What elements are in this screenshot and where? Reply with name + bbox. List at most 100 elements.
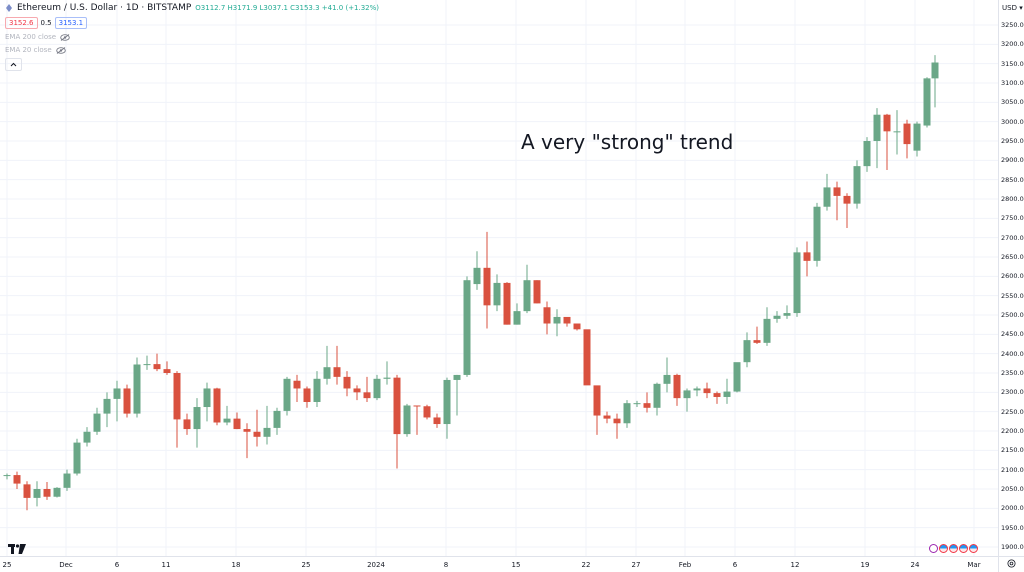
candle <box>233 412 241 430</box>
candle <box>113 380 121 422</box>
candle <box>493 274 501 312</box>
symbol-title[interactable]: Ethereum / U.S. Dollar · 1D · BITSTAMP <box>17 3 192 13</box>
candle <box>873 108 881 169</box>
candle <box>573 323 581 331</box>
candle <box>823 173 831 211</box>
indicator-ema20[interactable]: EMA 20 close <box>5 46 66 54</box>
candle <box>13 471 21 489</box>
currency-selector[interactable]: USD ▾ <box>1002 4 1023 12</box>
high-label: H <box>227 4 233 12</box>
buy-button[interactable]: 3153.1 <box>54 17 88 29</box>
time-tick-label: 19 <box>860 561 870 569</box>
candle <box>73 438 81 476</box>
candle <box>143 355 151 370</box>
candle <box>183 413 191 435</box>
candle <box>373 374 381 401</box>
chart-annotation[interactable]: A very "strong" trend <box>521 130 734 154</box>
price-tick-label: 3050.0 <box>1001 98 1024 107</box>
time-tick-label: 12 <box>790 561 800 569</box>
candle <box>803 241 811 277</box>
tradingview-logo[interactable] <box>8 543 26 557</box>
us-flag-icon[interactable] <box>969 544 978 553</box>
close-value: 3153.3 <box>295 4 320 12</box>
candle <box>413 405 421 435</box>
time-tick-label: 25 <box>2 561 12 569</box>
candle <box>153 353 161 372</box>
time-tick-label: Mar <box>967 561 981 569</box>
price-tick-label: 1950.0 <box>1001 523 1024 532</box>
dividend-icon[interactable] <box>929 544 938 553</box>
candle <box>353 385 361 401</box>
candle <box>723 378 731 404</box>
price-tick-label: 2750.0 <box>1001 214 1024 223</box>
candle <box>3 473 11 480</box>
candle <box>53 487 61 498</box>
candle <box>243 423 251 459</box>
ohlc-values: O3112.7 H3171.9 L3037.1 C3153.3 +41.0 (+… <box>195 4 379 12</box>
candle <box>843 193 851 228</box>
price-tick-label: 2000.0 <box>1001 504 1024 513</box>
indicator-ema200[interactable]: EMA 200 close <box>5 33 70 41</box>
candle <box>523 264 531 314</box>
candle <box>673 373 681 406</box>
gear-icon[interactable] <box>1007 559 1016 568</box>
candle <box>853 160 861 209</box>
eye-hidden-icon[interactable] <box>55 46 66 54</box>
candle <box>593 385 601 435</box>
time-tick-label: 25 <box>301 561 311 569</box>
candle <box>783 305 791 319</box>
candle <box>313 371 321 408</box>
candle <box>273 407 281 435</box>
candle <box>363 376 371 402</box>
candle <box>223 405 231 426</box>
price-tick-label: 2350.0 <box>1001 369 1024 377</box>
candle <box>923 77 931 128</box>
candle <box>533 280 541 304</box>
candle <box>403 403 411 437</box>
close-label: C <box>290 4 296 12</box>
currency-label: USD <box>1002 4 1017 12</box>
price-axis[interactable]: 3250.0 3200.0 3150.0 3100.0 3050.0 3000.0 2950… <box>998 0 1024 572</box>
time-tick-label: 22 <box>581 561 591 569</box>
indicator-label: EMA 20 close <box>5 46 52 54</box>
candle <box>323 345 331 385</box>
time-tick-label: Dec <box>59 561 73 569</box>
price-tick-label: 2200.0 <box>1001 427 1024 435</box>
eye-hidden-icon[interactable] <box>60 33 70 41</box>
candle <box>693 386 701 397</box>
candle <box>213 387 221 426</box>
us-flag-icon[interactable] <box>949 544 958 553</box>
price-tick-label: 3200.0 <box>1001 40 1024 49</box>
price-tick-label: 2500.0 <box>1001 311 1024 319</box>
time-tick-label: 6 <box>732 561 738 569</box>
candle <box>863 137 871 172</box>
candle <box>483 231 491 329</box>
price-tick-label: 2600.0 <box>1001 272 1024 281</box>
price-tick-label: 2050.0 <box>1001 485 1024 493</box>
candle <box>931 55 939 108</box>
price-tick-label: 3250.0 <box>1001 21 1024 29</box>
candle <box>893 110 901 155</box>
candle <box>773 311 781 323</box>
price-tick-label: 2800.0 <box>1001 195 1024 203</box>
price-tick-label: 3000.0 <box>1001 117 1024 126</box>
open-label: O <box>195 4 201 12</box>
us-flag-icon[interactable] <box>939 544 948 553</box>
candle <box>613 413 621 439</box>
candle <box>513 303 521 325</box>
candle <box>343 371 351 397</box>
collapse-legend-button[interactable] <box>5 58 22 71</box>
candle <box>683 388 691 412</box>
candle <box>753 326 761 344</box>
change-value: +41.0 (+1.32%) <box>321 4 380 12</box>
candle <box>913 121 921 157</box>
time-tick-label: Feb <box>678 561 692 569</box>
us-flag-icon[interactable] <box>959 544 968 553</box>
sell-button[interactable]: 3152.6 <box>5 17 38 29</box>
time-tick-label: 6 <box>114 561 120 569</box>
candle <box>43 482 51 500</box>
price-tick-label: 2250.0 <box>1001 407 1024 416</box>
price-tick-label: 2650.0 <box>1001 253 1024 261</box>
candle <box>883 113 891 170</box>
